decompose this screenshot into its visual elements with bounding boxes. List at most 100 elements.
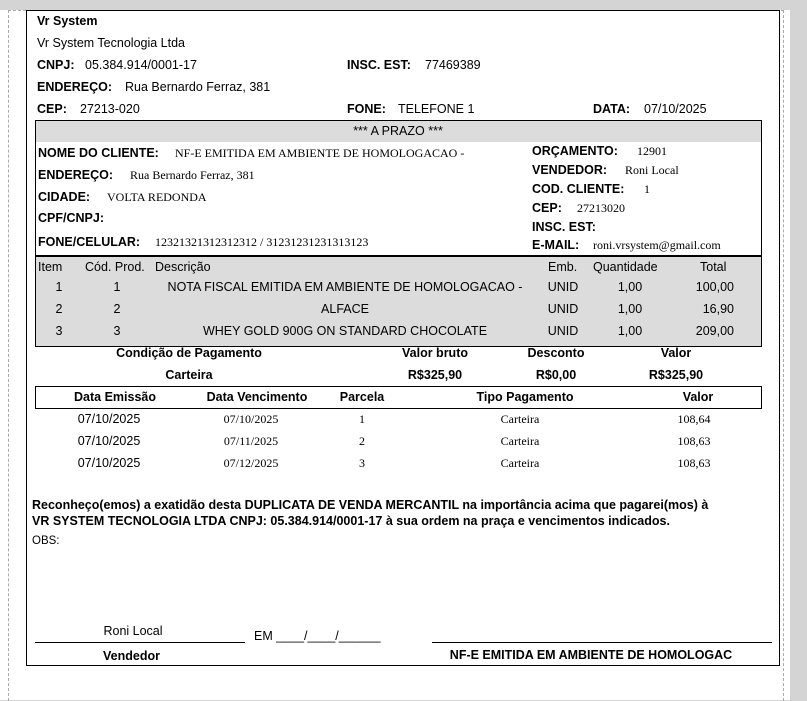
summary-valor-bruto: R$325,90 xyxy=(407,368,463,382)
data-value: 07/10/2025 xyxy=(644,102,707,116)
item-code: 3 xyxy=(113,324,121,338)
insc-value: 77469389 xyxy=(425,58,481,72)
client-box xyxy=(35,120,762,257)
col-tipo-pagamento: Tipo Pagamento xyxy=(476,390,574,404)
col-cod-prod: Cód. Prod. xyxy=(85,260,145,274)
client-cpf-label: CPF/CNPJ: xyxy=(38,211,104,225)
client-city: VOLTA REDONDA xyxy=(107,190,207,204)
seller-signature-line xyxy=(35,642,245,643)
fone-value: TELEFONE 1 xyxy=(398,102,475,116)
item-description: NOTA FISCAL EMITIDA EM AMBIENTE DE HOMOL… xyxy=(167,280,523,294)
parcel-number: 1 xyxy=(359,412,365,426)
parcel-emissao: 07/10/2025 xyxy=(77,456,141,470)
client-insc-label: INSC. EST: xyxy=(532,220,596,234)
parcel-number: 2 xyxy=(359,434,365,448)
client-phone-label: FONE/CELULAR: xyxy=(38,235,141,249)
parcel-tipo: Carteira xyxy=(500,456,540,470)
email-label: E-MAIL: xyxy=(532,238,580,252)
col-emb: Emb. xyxy=(548,260,578,274)
email-value: roni.vrsystem@gmail.com xyxy=(593,238,721,252)
parcel-number: 3 xyxy=(359,456,365,470)
client-name-label: NOME DO CLIENTE: xyxy=(38,146,159,160)
item-unit: UNID xyxy=(547,280,579,294)
col-parcela: Parcela xyxy=(339,390,385,404)
col-descricao: Descrição xyxy=(155,260,211,274)
col-data-emissao: Data Emissão xyxy=(74,390,156,404)
col-total: Total xyxy=(700,260,727,274)
vendedor-label: VENDEDOR: xyxy=(532,163,608,177)
orcamento-label: ORÇAMENTO: xyxy=(532,144,618,158)
seller-label: Vendedor xyxy=(103,649,160,663)
parcel-emissao: 07/10/2025 xyxy=(77,412,141,426)
summary-valor-bruto-header: Valor bruto xyxy=(402,346,468,360)
client-signature-line xyxy=(432,642,772,643)
data-label: DATA: xyxy=(593,102,631,116)
seller-name: Roni Local xyxy=(103,624,163,638)
item-description: WHEY GOLD 900G ON STANDARD CHOCOLATE xyxy=(202,324,488,338)
cod-cliente-label: COD. CLIENTE: xyxy=(532,182,625,196)
vendedor-value: Roni Local xyxy=(625,163,679,177)
item-number: 3 xyxy=(55,324,63,338)
company-name: Vr System xyxy=(37,14,98,28)
item-unit: UNID xyxy=(547,302,579,316)
col-parcel-valor: Valor xyxy=(682,390,714,404)
obs-label: OBS: xyxy=(32,535,60,547)
client-address-label: ENDEREÇO: xyxy=(38,168,114,182)
parcel-valor: 108,63 xyxy=(677,434,711,448)
payment-type-header: *** A PRAZO *** xyxy=(353,124,443,138)
item-total: 16,90 xyxy=(702,302,734,316)
col-item: Item xyxy=(38,260,63,274)
item-total: 100,00 xyxy=(695,280,734,294)
parcel-tipo: Carteira xyxy=(500,412,540,426)
items-table xyxy=(35,257,762,347)
summary-condicao-header: Condição de Pagamento xyxy=(116,346,262,360)
cnpj-value: 05.384.914/0001-17 xyxy=(85,58,197,72)
parcel-vencimento: 07/12/2025 xyxy=(223,456,279,470)
parcel-valor: 108,64 xyxy=(677,412,711,426)
client-cep-label: CEP: xyxy=(532,201,562,215)
parcel-vencimento: 07/10/2025 xyxy=(223,412,279,426)
client-signature-label: NF-E EMITIDA EM AMBIENTE DE HOMOLOGAC xyxy=(449,648,733,662)
item-code: 2 xyxy=(113,302,121,316)
orcamento-value: 12901 xyxy=(637,144,667,158)
cnpj-label: CNPJ: xyxy=(37,58,75,72)
item-quantity: 1,00 xyxy=(617,324,643,338)
summary-valor: R$325,90 xyxy=(648,368,704,382)
insc-label: INSC. EST: xyxy=(347,58,411,72)
client-phone: 12321321312312312 / 31231231231313123 xyxy=(155,235,369,249)
item-number: 1 xyxy=(55,280,63,294)
statement-line-1: Reconheço(emos) a exatidão desta DUPLICA… xyxy=(32,498,709,512)
summary-desconto-header: Desconto xyxy=(527,346,585,360)
col-quantidade: Quantidade xyxy=(593,260,658,274)
item-code: 1 xyxy=(113,280,121,294)
parcel-tipo: Carteira xyxy=(500,434,540,448)
parcel-valor: 108,63 xyxy=(677,456,711,470)
endereco-label: ENDEREÇO: xyxy=(37,80,113,94)
fone-label: FONE: xyxy=(347,102,386,116)
summary-condicao: Carteira xyxy=(165,368,213,382)
company-legal-name: Vr System Tecnologia Ltda xyxy=(37,36,185,50)
parcels-header-box xyxy=(35,386,762,409)
cod-cliente-value: 1 xyxy=(644,182,650,196)
date-field: EM ____/____/______ xyxy=(254,629,381,643)
item-number: 2 xyxy=(55,302,63,316)
item-quantity: 1,00 xyxy=(617,302,643,316)
client-name: NF-E EMITIDA EM AMBIENTE DE HOMOLOGACAO … xyxy=(175,146,465,160)
item-description: ALFACE xyxy=(321,302,369,316)
parcel-emissao: 07/10/2025 xyxy=(77,434,141,448)
cep-value: 27213-020 xyxy=(80,102,140,116)
item-unit: UNID xyxy=(547,324,579,338)
statement-line-2: VR SYSTEM TECNOLOGIA LTDA CNPJ: 05.384.9… xyxy=(32,514,670,528)
summary-desconto: R$0,00 xyxy=(535,368,577,382)
document-frame xyxy=(26,10,780,666)
cep-label: CEP: xyxy=(37,102,67,116)
parcel-vencimento: 07/11/2025 xyxy=(223,434,279,448)
client-city-label: CIDADE: xyxy=(38,190,91,204)
item-total: 209,00 xyxy=(695,324,734,338)
endereco-value: Rua Bernardo Ferraz, 381 xyxy=(125,80,271,94)
col-data-vencimento: Data Vencimento xyxy=(206,390,308,404)
client-cep-value: 27213020 xyxy=(577,201,625,215)
summary-valor-header: Valor xyxy=(660,346,692,360)
item-quantity: 1,00 xyxy=(617,280,643,294)
client-address: Rua Bernardo Ferraz, 381 xyxy=(130,168,255,182)
